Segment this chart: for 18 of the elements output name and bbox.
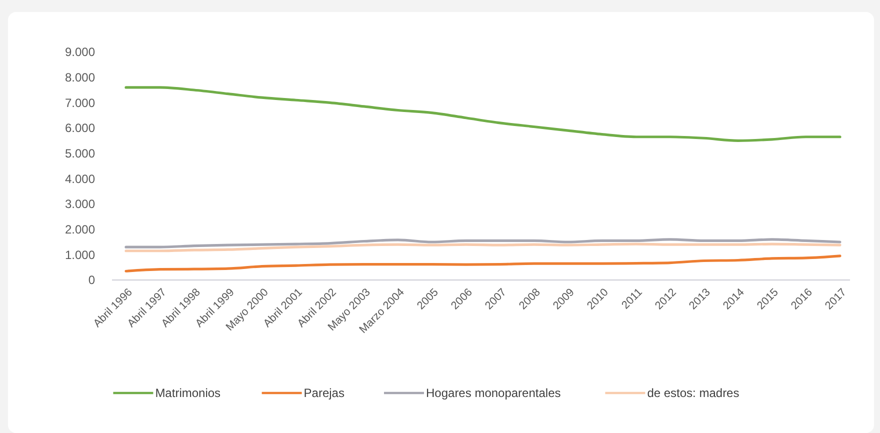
- y-tick-label: 8.000: [64, 70, 96, 85]
- y-tick-label: 6.000: [64, 121, 96, 136]
- y-tick-label: 5.000: [64, 146, 96, 161]
- y-tick-label: 2.000: [64, 222, 96, 237]
- legend-label: Matrimonios: [155, 386, 221, 400]
- y-tick-label: 7.000: [64, 96, 96, 110]
- legend-label: Hogares monoparentales: [426, 386, 561, 400]
- y-tick-label: 1.000: [64, 248, 96, 262]
- legend-label: de estos: madres: [647, 386, 740, 400]
- line-series: [124, 238, 842, 248]
- line-series: [124, 86, 842, 142]
- y-tick-label: 3.000: [64, 197, 96, 212]
- legend-label: Parejas: [304, 386, 344, 400]
- y-tick-label: 0: [88, 273, 96, 288]
- y-tick-label: 4.000: [64, 172, 96, 186]
- line-series: [124, 242, 842, 252]
- y-tick-label: 9.000: [64, 45, 96, 60]
- line-series: [124, 254, 842, 272]
